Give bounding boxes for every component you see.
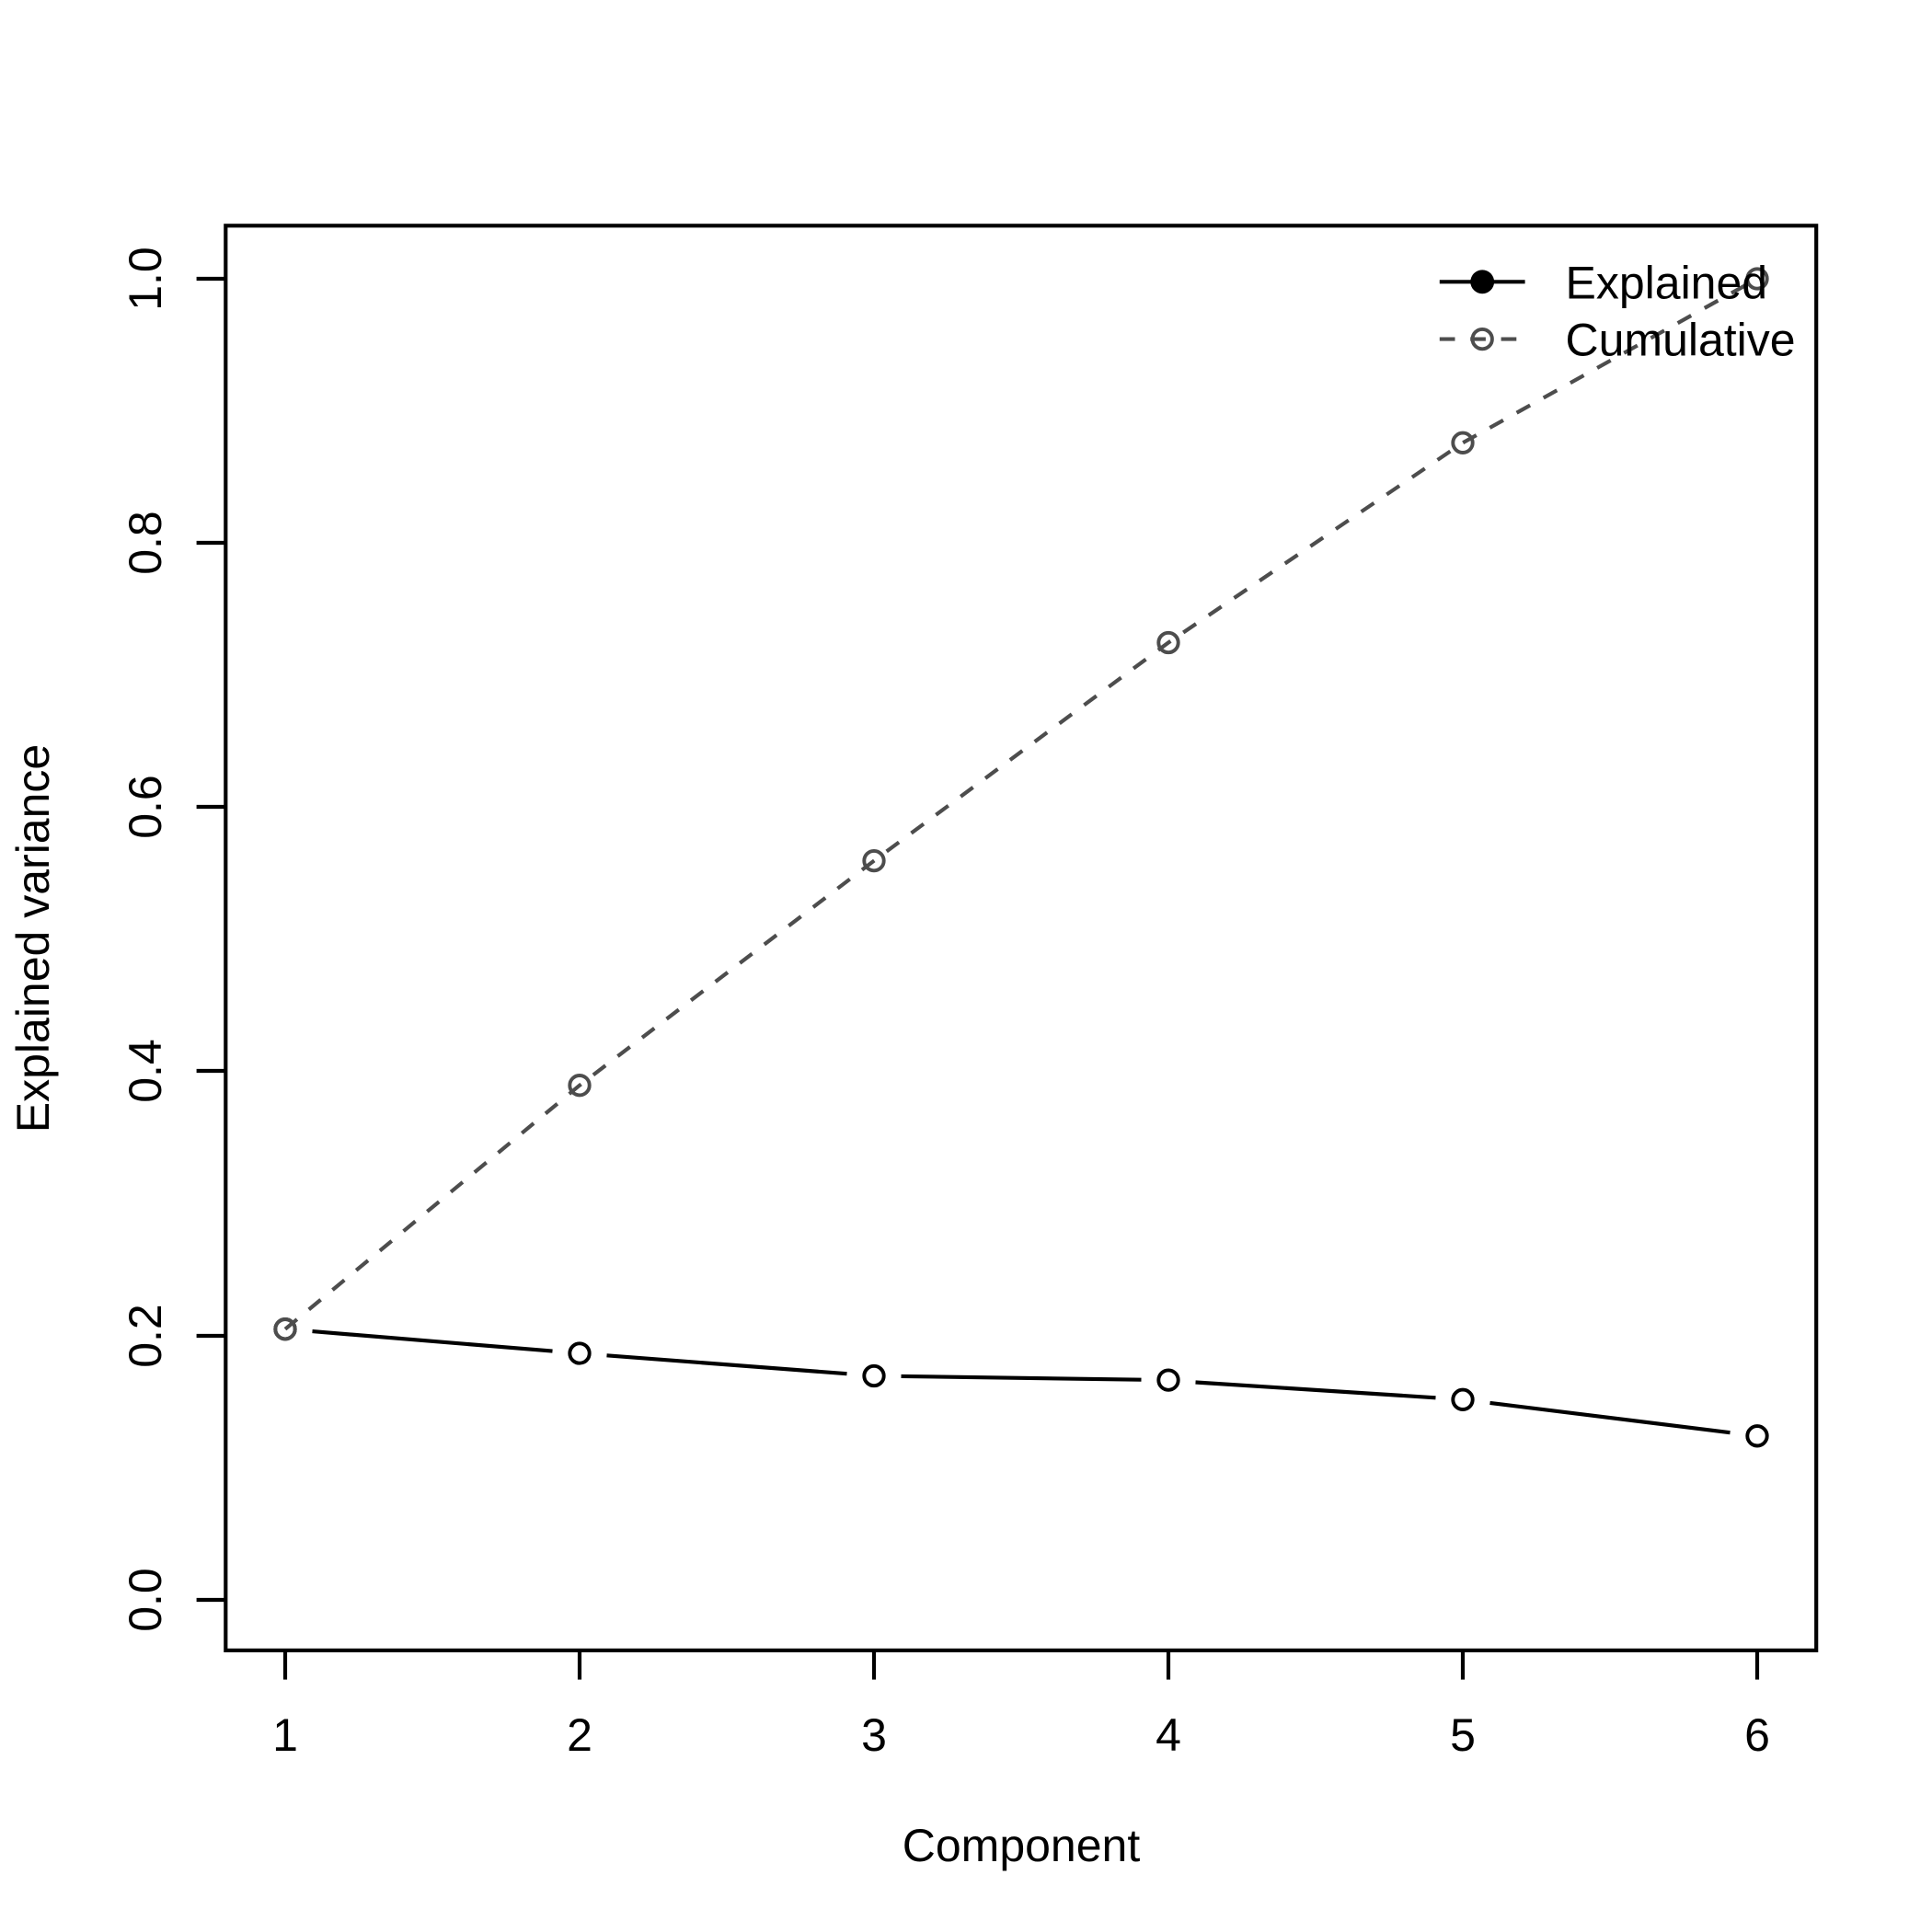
- svg-text:5: 5: [1450, 1709, 1476, 1761]
- svg-text:Cumulative: Cumulative: [1566, 314, 1796, 365]
- svg-text:3: 3: [861, 1709, 887, 1761]
- svg-text:0.0: 0.0: [120, 1568, 171, 1632]
- svg-text:Component: Component: [903, 1820, 1141, 1871]
- svg-text:Explained variance: Explained variance: [7, 744, 59, 1133]
- svg-text:Explained: Explained: [1566, 257, 1768, 308]
- svg-text:4: 4: [1156, 1709, 1181, 1761]
- svg-text:0.2: 0.2: [120, 1304, 171, 1368]
- svg-text:1.0: 1.0: [120, 247, 171, 311]
- svg-text:6: 6: [1744, 1709, 1770, 1761]
- svg-text:0.8: 0.8: [120, 511, 171, 575]
- svg-text:0.4: 0.4: [120, 1039, 171, 1103]
- svg-text:2: 2: [567, 1709, 592, 1761]
- svg-text:0.6: 0.6: [120, 775, 171, 839]
- svg-text:1: 1: [272, 1709, 298, 1761]
